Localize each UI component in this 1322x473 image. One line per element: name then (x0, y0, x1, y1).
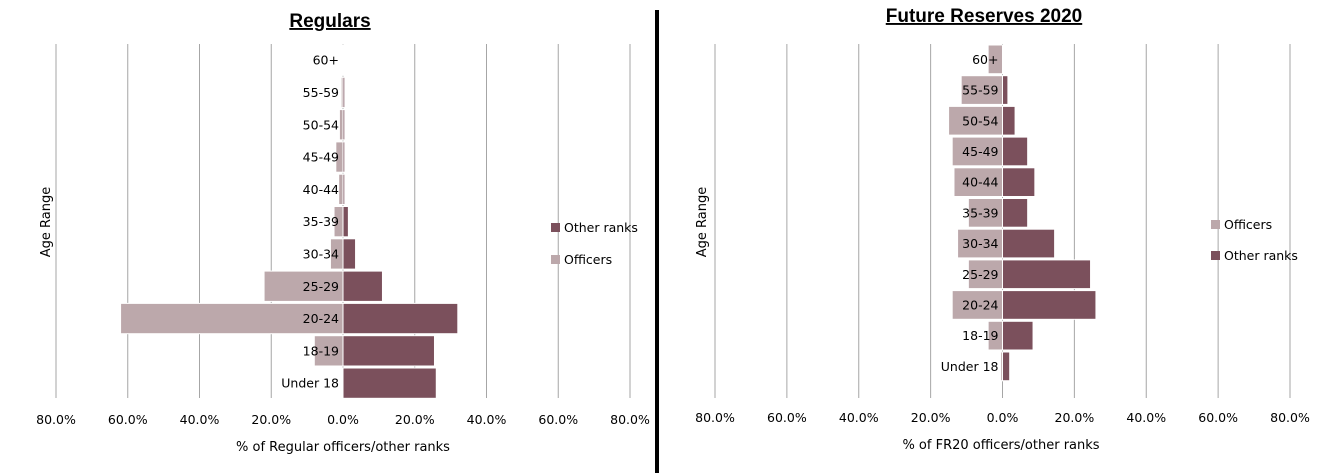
category-label: 45-49 (303, 150, 339, 165)
bar-other-ranks (342, 302, 459, 335)
x-axis-label: % of Regular officers/other ranks (236, 440, 450, 455)
category-label: 18-19 (962, 328, 998, 343)
bar-other-ranks (1002, 198, 1029, 228)
x-tick-label: 40.0% (839, 410, 879, 425)
bar-other-ranks (342, 109, 346, 141)
bar-officers (313, 335, 344, 367)
category-label: 60+ (972, 52, 998, 67)
bar-officers (967, 259, 1003, 290)
bar-other-ranks (342, 367, 437, 399)
category-label: 25-29 (303, 279, 339, 294)
category-label: 30-34 (962, 236, 998, 251)
category-label: 40-44 (962, 175, 998, 190)
bar-officers (951, 290, 1003, 320)
chart-regulars: Regulars % of Regular officers/other ran… (36, 11, 650, 455)
chart-panel-regulars: Regulars % of Regular officers/other ran… (0, 0, 655, 473)
category-label: 45-49 (962, 144, 998, 159)
bar-other-ranks (1002, 75, 1009, 105)
bar-other-ranks (342, 141, 346, 173)
bar-officers (948, 105, 1003, 136)
chart-title: Future Reserves 2020 (886, 6, 1082, 27)
bar-officers (263, 270, 344, 302)
bar-officers (120, 302, 344, 335)
chart-panel-fr20: Future Reserves 2020 % of FR20 officers/… (659, 0, 1322, 473)
bar-other-ranks (1002, 228, 1056, 259)
category-label: 55-59 (303, 85, 339, 100)
x-tick-label: 80.0% (36, 412, 76, 427)
bar-other-ranks (1002, 167, 1036, 198)
category-label: 20-24 (962, 297, 998, 312)
x-tick-label: 80.0% (1270, 410, 1310, 425)
x-tick-label: 20.0% (395, 412, 435, 427)
bar-other-ranks (1002, 105, 1016, 136)
category-label: 50-54 (303, 117, 339, 132)
category-label: 30-34 (303, 246, 339, 261)
x-tick-label: 60.0% (538, 412, 578, 427)
x-tick-label: 40.0% (1126, 410, 1166, 425)
x-tick-label: 60.0% (767, 410, 807, 425)
bar-other-ranks (1002, 351, 1011, 382)
bar-other-ranks (1002, 136, 1029, 167)
bar-other-ranks (1002, 320, 1034, 351)
legend-label: Other ranks (564, 220, 638, 235)
x-tick-label: 80.0% (695, 410, 735, 425)
legend-label: Officers (1224, 217, 1272, 232)
bar-other-ranks (342, 238, 357, 270)
bar-other-ranks (342, 206, 349, 238)
category-label: 60+ (313, 53, 339, 68)
legend-label: Other ranks (1224, 248, 1298, 263)
x-tick-label: 20.0% (251, 412, 291, 427)
bar-officers (338, 109, 344, 141)
category-label: 25-29 (962, 267, 998, 282)
x-tick-label: 60.0% (108, 412, 148, 427)
x-tick-label: 40.0% (180, 412, 220, 427)
legend-swatch (551, 223, 560, 232)
x-tick-label: 40.0% (467, 412, 507, 427)
category-label: 35-39 (962, 205, 998, 220)
y-axis-label: Age Range (39, 187, 54, 257)
bar-other-ranks (342, 270, 383, 302)
bar-other-ranks (342, 173, 346, 205)
legend-label: Officers (564, 252, 612, 267)
legend-swatch (1211, 220, 1220, 229)
bar-other-ranks (1002, 259, 1092, 290)
category-label: 18-19 (303, 343, 339, 358)
legend-swatch (1211, 251, 1220, 260)
x-tick-label: 60.0% (1198, 410, 1238, 425)
category-label: Under 18 (941, 359, 999, 374)
legend-swatch (551, 255, 560, 264)
x-tick-label: 20.0% (911, 410, 951, 425)
category-label: 20-24 (303, 311, 339, 326)
chart-fr20: Future Reserves 2020 % of FR20 officers/… (695, 6, 1310, 453)
category-label: Under 18 (281, 376, 339, 391)
category-label: 40-44 (303, 182, 339, 197)
panel-divider (655, 10, 659, 473)
x-tick-label: 80.0% (610, 412, 650, 427)
x-tick-label: 0.0% (987, 410, 1019, 425)
bar-officers (953, 167, 1003, 198)
bar-officers (957, 228, 1003, 259)
bar-officers (987, 44, 1003, 75)
chart-title: Regulars (289, 11, 370, 32)
bar-other-ranks (342, 335, 435, 367)
category-label: 55-59 (962, 83, 998, 98)
x-tick-label: 20.0% (1055, 410, 1095, 425)
category-label: 50-54 (962, 113, 998, 128)
bar-other-ranks (1002, 290, 1097, 320)
x-axis-label: % of FR20 officers/other ranks (902, 438, 1099, 453)
category-label: 35-39 (303, 214, 339, 229)
bar-officers (951, 136, 1003, 167)
bar-other-ranks (342, 76, 346, 109)
x-tick-label: 0.0% (327, 412, 359, 427)
y-axis-label: Age Range (695, 187, 710, 257)
bar-officers (338, 173, 344, 205)
bar-officers (342, 44, 345, 76)
